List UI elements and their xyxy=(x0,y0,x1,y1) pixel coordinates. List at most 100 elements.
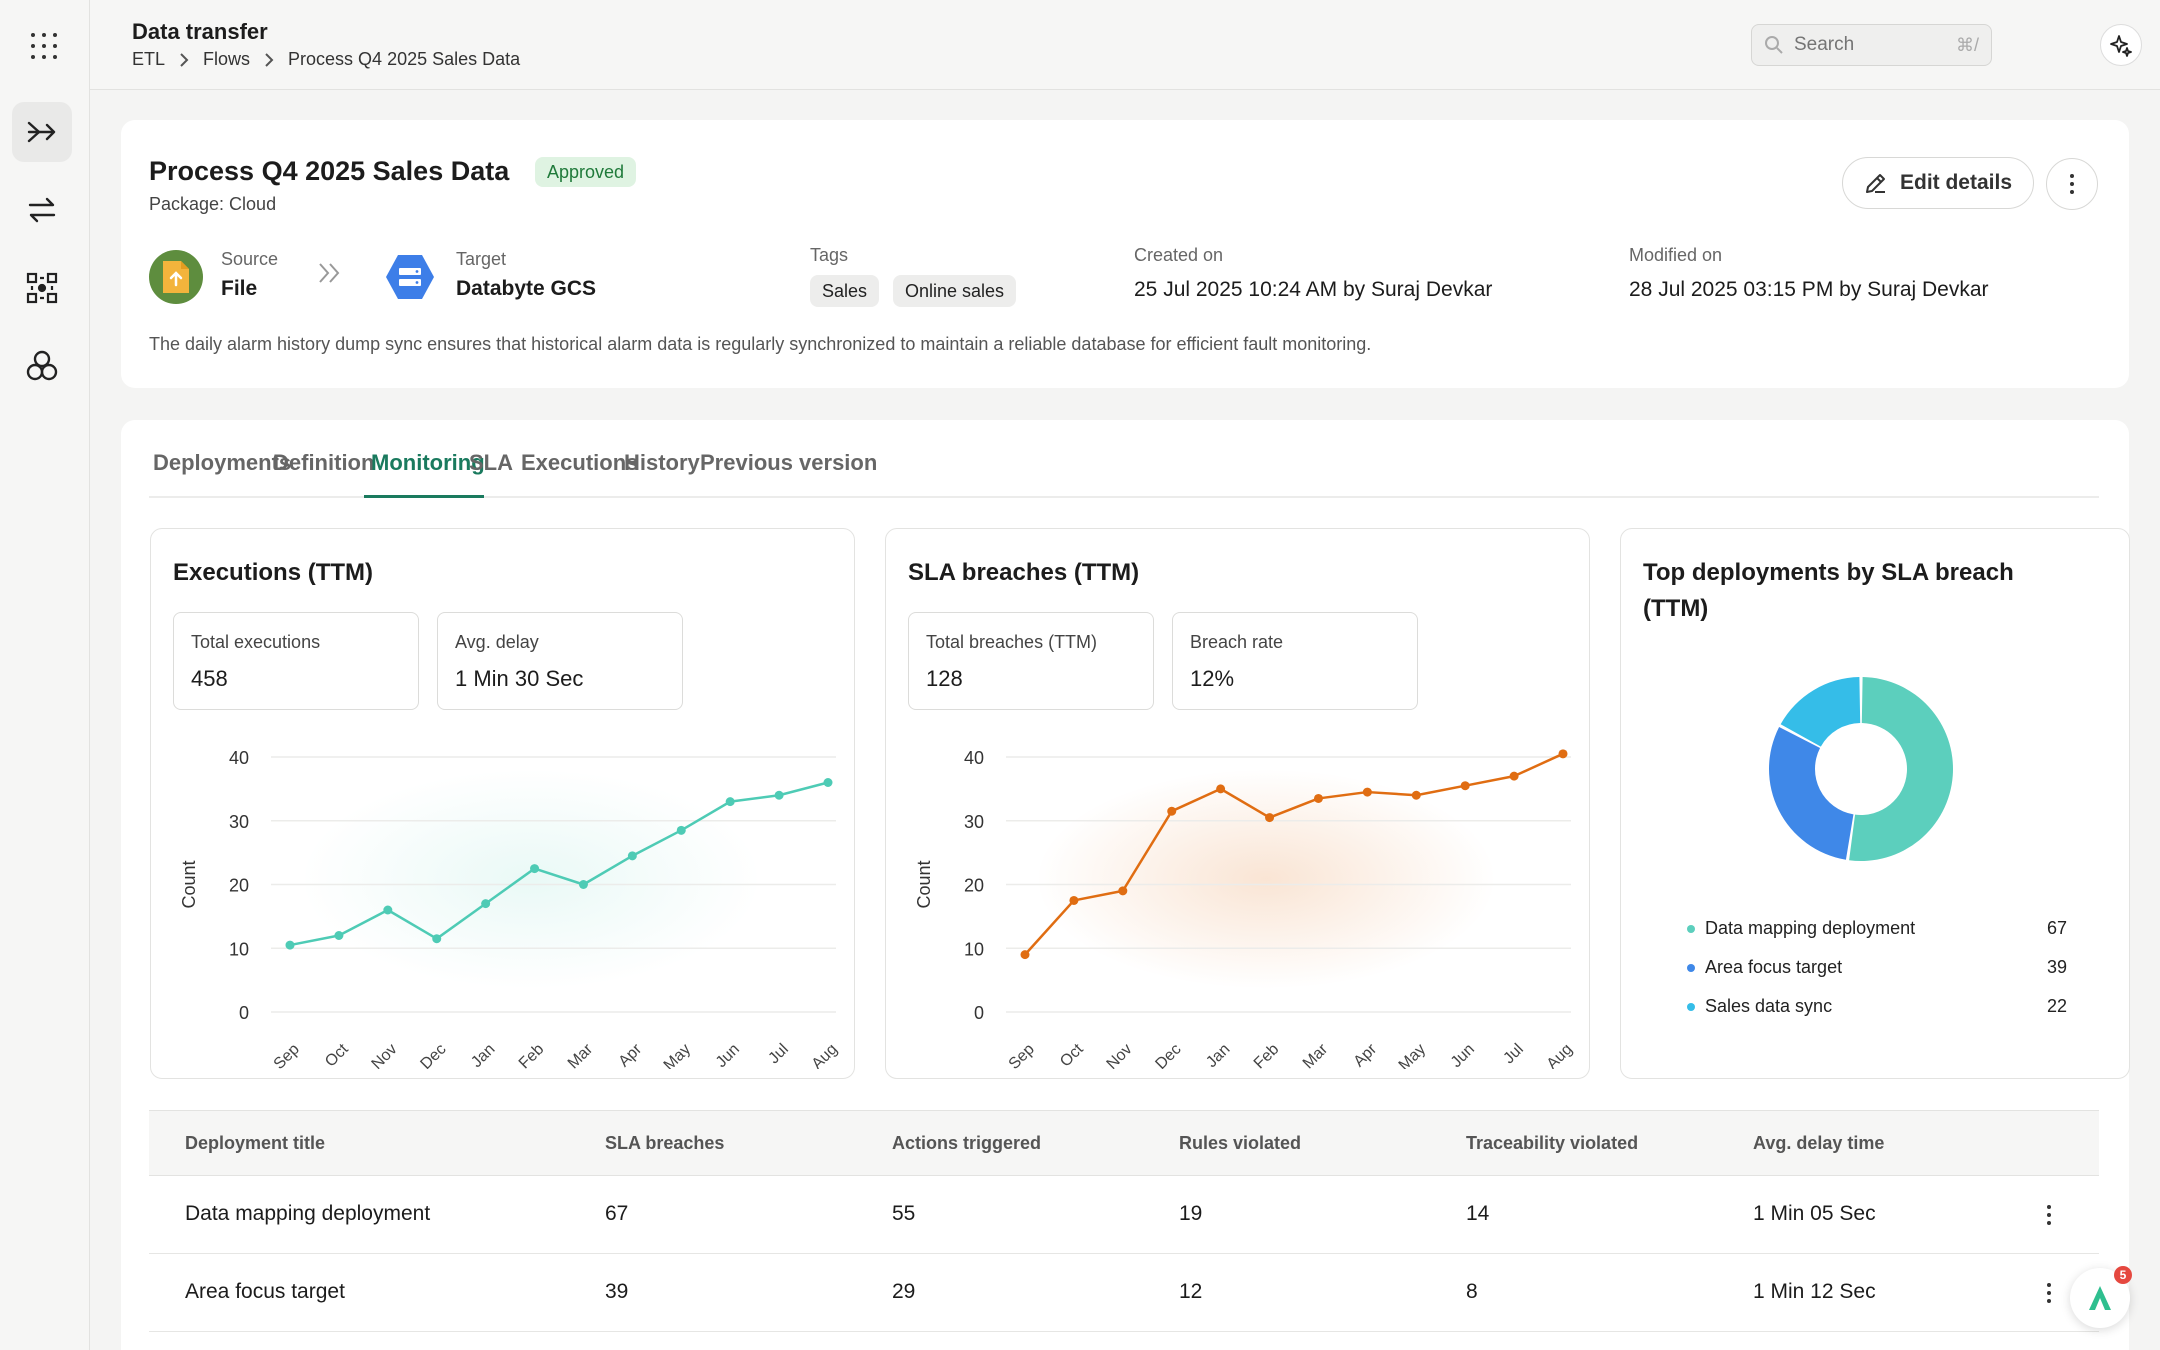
top-deployments-panel: Top deployments by SLA breach (TTM) Data… xyxy=(1620,528,2130,1079)
flow-description: The daily alarm history dump sync ensure… xyxy=(149,334,1372,354)
target-value: Databyte GCS xyxy=(456,277,597,300)
sidebar-item-transfer[interactable] xyxy=(12,180,72,240)
tab-deployments[interactable]: Deployments xyxy=(153,450,292,475)
top-bar: Data transfer ETL Flows Process Q4 2025 … xyxy=(90,0,2160,90)
tags-label: Tags xyxy=(810,245,849,265)
stat-label: Avg. delay xyxy=(455,632,539,652)
column-header[interactable]: Avg. delay time xyxy=(1753,1133,1885,1153)
data-point xyxy=(1216,784,1226,794)
components-icon xyxy=(26,272,58,304)
donut-slice[interactable] xyxy=(1769,727,1854,860)
created-value: 25 Jul 2025 10:24 AM by Suraj Devkar xyxy=(1134,278,1493,301)
sidebar-item-flows[interactable] xyxy=(12,102,72,162)
executions-panel: Executions (TTM) Total executions 458 Av… xyxy=(150,528,855,1079)
legend-value: 22 xyxy=(2046,996,2067,1016)
legend-value: 39 xyxy=(2046,957,2067,977)
x-tick-label: Mar xyxy=(1300,1040,1332,1069)
data-point xyxy=(1118,886,1128,896)
table-header: Deployment title SLA breaches Actions tr… xyxy=(149,1110,2099,1176)
search-box[interactable]: ⌘/ xyxy=(1751,24,1992,66)
source-value: File xyxy=(221,277,258,300)
donut-slice[interactable] xyxy=(1849,677,1953,861)
y-tick-label: 40 xyxy=(229,748,249,768)
legend-value: 67 xyxy=(2046,918,2067,938)
breaches-title: SLA breaches (TTM) xyxy=(908,559,1140,586)
flow-header-card: Process Q4 2025 Sales Data Approved Pack… xyxy=(121,120,2129,388)
data-point xyxy=(1411,790,1421,800)
edit-details-button[interactable]: Edit details xyxy=(1842,157,2034,209)
y-tick-label: 10 xyxy=(964,939,984,959)
stat-label: Total breaches (TTM) xyxy=(926,632,1098,652)
top-deployments-title: Top deployments by SLA breach (TTM) xyxy=(1643,555,2014,627)
x-tick-label: Dec xyxy=(417,1041,449,1069)
breadcrumb-flows[interactable]: Flows xyxy=(203,49,251,69)
data-point xyxy=(1020,950,1030,960)
donut-slice[interactable] xyxy=(1780,677,1861,747)
pencil-icon xyxy=(1865,174,1885,193)
tab-bar: Deployments Definition Monitoring SLA Ex… xyxy=(149,450,2099,498)
more-options-button[interactable] xyxy=(2046,158,2098,210)
cell-title: Data mapping deployment xyxy=(185,1202,431,1225)
x-tick-label: Oct xyxy=(322,1040,352,1069)
series-line xyxy=(289,781,829,947)
data-point xyxy=(1558,749,1568,759)
stat-breach-rate: Breach rate 12% xyxy=(1172,612,1418,710)
search-input[interactable] xyxy=(1794,34,1944,56)
table-row[interactable]: Data mapping deployment 67 55 19 14 1 Mi… xyxy=(149,1176,2099,1254)
source-label: Source xyxy=(221,249,279,269)
ai-sparkle-button[interactable] xyxy=(2100,24,2142,66)
chart-glow xyxy=(301,769,761,989)
package-label: Package: Cloud xyxy=(149,194,277,214)
y-axis-label: Count xyxy=(914,860,934,908)
row-kebab-icon[interactable] xyxy=(2044,1278,2054,1308)
created-label: Created on xyxy=(1134,245,1224,265)
chevron-right-icon xyxy=(265,52,274,67)
x-tick-label: Sep xyxy=(1006,1041,1038,1069)
column-header[interactable]: Actions triggered xyxy=(892,1133,1042,1153)
tab-previous-version[interactable]: Previous version xyxy=(700,450,878,475)
sidebar-item-hexagons[interactable] xyxy=(12,336,72,396)
cell-traceability: 8 xyxy=(1466,1280,1478,1303)
data-point xyxy=(285,940,295,950)
tab-definition[interactable]: Definition xyxy=(273,450,375,475)
sla-donut-chart xyxy=(1769,677,1953,861)
row-kebab-icon[interactable] xyxy=(2044,1200,2054,1230)
data-point xyxy=(1265,813,1275,823)
legend-item: Sales data sync 22 xyxy=(1687,996,2067,1017)
app-grid-icon[interactable] xyxy=(26,28,62,64)
tab-history[interactable]: History xyxy=(624,450,700,475)
flow-title: Process Q4 2025 Sales Data xyxy=(149,156,510,186)
column-header[interactable]: Deployment title xyxy=(185,1133,326,1153)
column-header[interactable]: Rules violated xyxy=(1179,1133,1302,1153)
cell-title: Area focus target xyxy=(185,1280,345,1303)
column-header[interactable]: Traceability violated xyxy=(1466,1133,1639,1153)
breadcrumb-etl[interactable]: ETL xyxy=(132,49,166,69)
y-tick-label: 10 xyxy=(229,939,249,959)
assistant-button[interactable]: 5 xyxy=(2070,1266,2132,1328)
stat-value: 12% xyxy=(1190,666,1235,691)
edit-details-label: Edit details xyxy=(1899,171,2013,194)
legend-label: Area focus target xyxy=(1705,957,1843,977)
cell-actions: 29 xyxy=(892,1280,916,1303)
stat-avg-delay: Avg. delay 1 Min 30 Sec xyxy=(437,612,683,710)
stat-value: 458 xyxy=(191,666,228,691)
table-row[interactable]: Area focus target 39 29 12 8 1 Min 12 Se… xyxy=(149,1254,2099,1332)
x-tick-label: Feb xyxy=(1251,1041,1283,1069)
x-tick-label: Aug xyxy=(809,1041,841,1069)
tab-executions[interactable]: Executions xyxy=(521,450,639,475)
tab-sla[interactable]: SLA xyxy=(469,450,513,475)
tab-monitoring[interactable]: Monitoring xyxy=(364,450,485,498)
column-header[interactable]: SLA breaches xyxy=(605,1133,725,1153)
x-tick-label: Apr xyxy=(1351,1040,1381,1069)
search-icon xyxy=(1765,36,1783,54)
cell-delay: 1 Min 05 Sec xyxy=(1753,1202,1876,1225)
stat-label: Breach rate xyxy=(1190,632,1284,652)
gcs-target-icon xyxy=(383,250,437,304)
stat-value: 1 Min 30 Sec xyxy=(455,666,584,691)
sidebar-item-components[interactable] xyxy=(12,258,72,318)
tag-online-sales: Online sales xyxy=(893,275,1017,307)
legend-item: Data mapping deployment 67 xyxy=(1687,918,2067,939)
modified-label: Modified on xyxy=(1629,245,1723,265)
cell-traceability: 14 xyxy=(1466,1202,1490,1225)
y-tick-label: 40 xyxy=(964,748,984,768)
